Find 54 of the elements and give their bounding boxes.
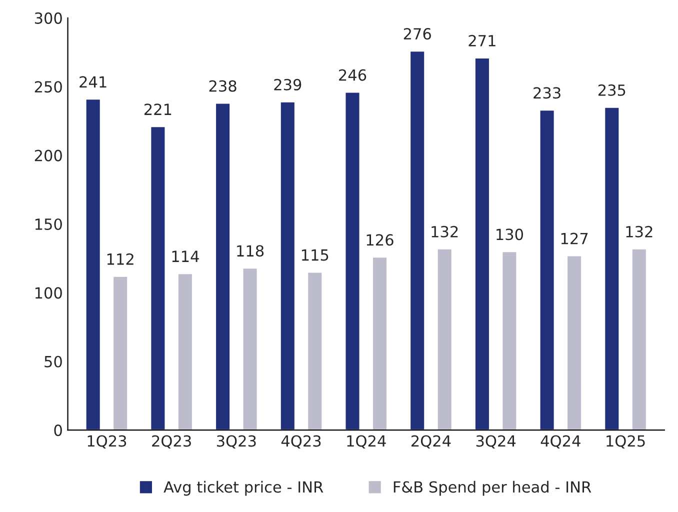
x-tick-label: 2Q23 <box>152 435 191 449</box>
bar <box>566 254 582 430</box>
y-tick-label: 250 <box>34 81 62 93</box>
x-tick-label: 4Q24 <box>540 435 580 449</box>
data-label: 126 <box>366 234 394 246</box>
data-label: 114 <box>172 250 199 262</box>
bar <box>306 271 324 430</box>
data-label: 276 <box>404 28 431 40</box>
data-label: 235 <box>598 84 626 96</box>
data-label: 130 <box>496 228 524 240</box>
data-label: 132 <box>432 226 458 238</box>
legend-label: F&B Spend per head - INR <box>394 480 592 496</box>
y-tick-label: 0 <box>54 424 62 436</box>
bar <box>112 276 128 430</box>
bar <box>344 91 361 430</box>
legend-label: Avg ticket price - INR <box>164 480 324 496</box>
data-label: 132 <box>626 226 652 238</box>
x-tick-label: 3Q24 <box>476 435 516 449</box>
bar <box>436 248 453 430</box>
bar <box>279 101 296 430</box>
bar <box>242 267 258 430</box>
data-label: 115 <box>302 249 328 261</box>
data-label: 246 <box>339 69 366 81</box>
bar <box>214 102 231 430</box>
x-tick-label: 4Q23 <box>281 435 321 449</box>
x-tick-label: 3Q23 <box>216 435 256 449</box>
y-tick-label: 50 <box>44 356 62 368</box>
x-tick-label: 1Q23 <box>88 435 126 449</box>
bar <box>474 57 490 430</box>
data-label: 127 <box>561 232 588 244</box>
data-label: 118 <box>237 245 264 257</box>
x-tick-label: 1Q25 <box>606 435 645 449</box>
data-label: 239 <box>274 78 302 90</box>
bar <box>150 126 166 430</box>
data-label: 112 <box>107 253 134 265</box>
data-label: 238 <box>209 80 236 92</box>
y-tick-label: 100 <box>35 287 62 299</box>
data-label: 233 <box>534 87 560 99</box>
data-label: 221 <box>144 104 172 115</box>
bar <box>501 250 518 430</box>
bar <box>630 248 648 430</box>
x-tick-label: 2Q24 <box>412 435 451 449</box>
data-label: 271 <box>468 34 496 46</box>
y-tick-label: 300 <box>34 12 62 24</box>
x-tick-label: 1Q24 <box>347 435 386 449</box>
bar <box>372 256 388 430</box>
y-tick-label: 150 <box>35 218 62 230</box>
bar <box>409 50 426 430</box>
bar <box>84 98 102 430</box>
data-label: 241 <box>80 76 106 88</box>
bar <box>604 106 620 430</box>
y-tick-label: 200 <box>34 150 62 162</box>
bar <box>538 109 556 430</box>
bar <box>177 272 194 430</box>
